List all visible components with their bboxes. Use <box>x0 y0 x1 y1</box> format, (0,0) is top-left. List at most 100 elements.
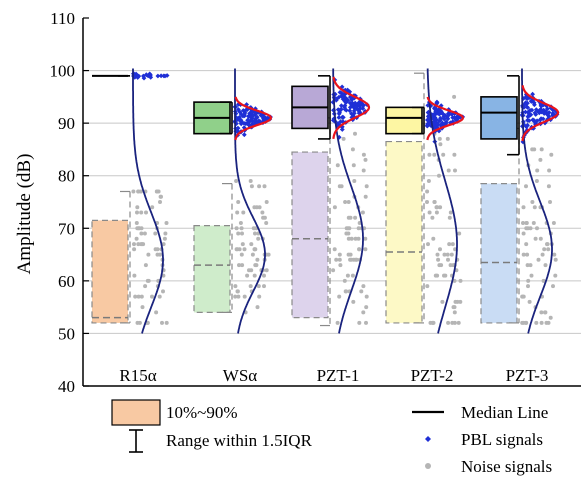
pbl-point <box>330 118 336 123</box>
noise-point <box>154 310 159 315</box>
pbl-point <box>525 109 531 115</box>
noise-point <box>255 257 260 262</box>
noise-point <box>345 273 350 278</box>
noise-point <box>346 252 351 257</box>
noise-point <box>525 252 530 257</box>
noise-point <box>357 320 362 325</box>
pbl-point <box>528 112 534 118</box>
noise-point <box>349 257 354 262</box>
pbl-point <box>351 110 357 116</box>
noise-point <box>458 299 463 304</box>
noise-point <box>549 152 554 157</box>
noise-point <box>363 157 368 162</box>
noise-point <box>443 273 448 278</box>
noise-point <box>135 205 140 210</box>
legend: 10%~90% Range within 1.5IQR Median Line PBL… <box>111 399 552 476</box>
noise-point <box>438 205 443 210</box>
noise-point <box>337 252 342 257</box>
noise-point <box>348 215 353 220</box>
noise-point <box>140 305 145 310</box>
pbl-point <box>433 108 439 114</box>
noise-point <box>160 320 164 325</box>
noise-point <box>257 184 262 189</box>
noise-point <box>136 189 141 194</box>
noise-point <box>133 294 138 299</box>
noise-point <box>238 221 243 225</box>
pbl-point <box>349 111 354 117</box>
pbl-point <box>350 100 355 106</box>
pbl-point <box>337 107 343 113</box>
pbl-point <box>357 106 363 111</box>
plot-area <box>91 68 560 334</box>
pbl-point <box>336 115 342 120</box>
noise-point <box>425 200 429 204</box>
pbl-point <box>238 118 244 124</box>
noise-point <box>350 273 355 278</box>
y-tick-label: 100 <box>50 62 76 81</box>
noise-point <box>343 200 348 204</box>
noise-point <box>361 284 366 289</box>
noise-point <box>164 320 169 325</box>
group-ws- <box>193 68 273 334</box>
noise-point <box>136 294 141 299</box>
pbl-point <box>134 72 140 78</box>
noise-point <box>436 257 441 262</box>
pbl-density-curve <box>234 96 273 141</box>
noise-point <box>260 210 265 215</box>
noise-point <box>235 247 240 252</box>
noise-point <box>341 136 346 141</box>
noise-point <box>153 231 158 236</box>
pbl-box <box>385 106 423 135</box>
pbl-density-curve <box>426 96 465 141</box>
noise-point <box>541 278 546 283</box>
legend-noise-swatch <box>425 463 431 469</box>
noise-point <box>249 242 254 247</box>
noise-point <box>525 226 530 231</box>
noise-point <box>435 273 440 278</box>
noise-point <box>163 231 168 236</box>
noise-point <box>530 200 535 204</box>
noise-point <box>350 147 355 152</box>
pbl-point <box>544 111 550 117</box>
pbl-point <box>136 73 142 79</box>
noise-point <box>139 231 144 236</box>
noise-point <box>134 221 139 225</box>
grid-lines <box>83 70 581 334</box>
noise-point <box>338 263 343 268</box>
noise-point <box>532 205 537 210</box>
noise-point <box>539 320 544 325</box>
noise-point <box>141 242 146 247</box>
pbl-point <box>434 110 440 116</box>
pbl-point <box>539 108 545 114</box>
noise-point <box>132 247 137 252</box>
noise-point <box>150 205 155 210</box>
noise-point <box>427 152 432 157</box>
noise-point <box>253 231 257 236</box>
pbl-point <box>251 122 257 128</box>
noise-point <box>240 263 245 268</box>
noise-point <box>545 242 549 247</box>
noise-density-curve <box>132 68 164 334</box>
pbl-point <box>349 103 355 109</box>
noise-point <box>363 247 368 252</box>
noise-point <box>431 236 436 241</box>
noise-point <box>262 284 266 289</box>
noise-density-curve <box>426 68 458 334</box>
pbl-box <box>480 96 518 140</box>
noise-point <box>145 320 150 325</box>
pbl-point <box>238 111 244 117</box>
pbl-point <box>435 121 441 127</box>
pbl-point <box>538 103 544 109</box>
noise-point <box>143 263 148 268</box>
pbl-point <box>347 105 353 110</box>
pbl-point <box>155 73 161 79</box>
noise-point <box>352 179 357 183</box>
noise-point <box>364 305 369 310</box>
noise-point <box>249 184 254 189</box>
pbl-point <box>442 113 448 118</box>
x-tick-label: R15α <box>119 366 156 385</box>
noise-point <box>456 320 461 325</box>
pbl-point <box>360 103 366 109</box>
y-tick-label: 70 <box>58 219 75 238</box>
noise-point <box>447 242 452 247</box>
